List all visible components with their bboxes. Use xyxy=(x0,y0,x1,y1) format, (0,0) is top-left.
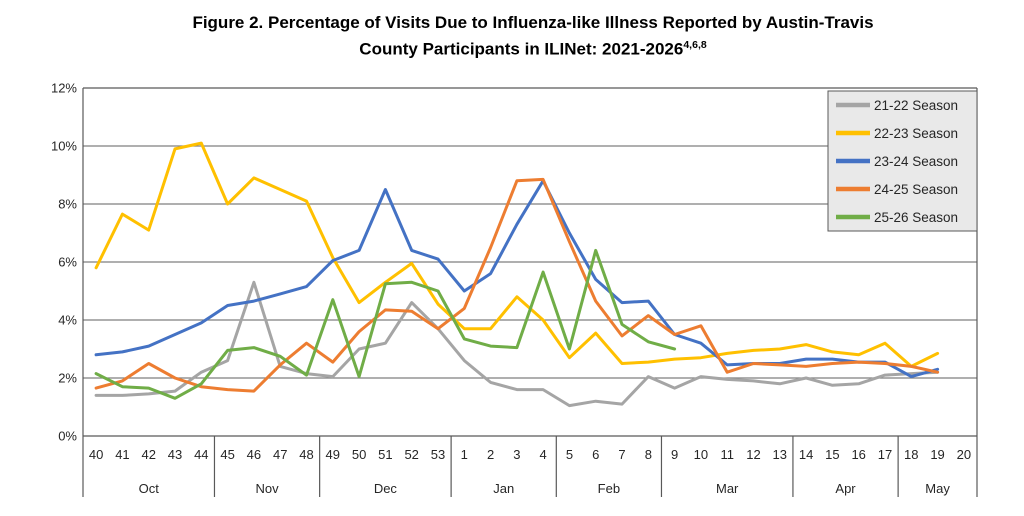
legend-label: 24-25 Season xyxy=(874,182,958,197)
week-label: 20 xyxy=(957,447,971,462)
week-label: 9 xyxy=(671,447,678,462)
month-label: Feb xyxy=(598,481,620,496)
week-label: 1 xyxy=(461,447,468,462)
series-line-22-23-season[interactable] xyxy=(94,141,940,368)
series-line-23-24-season[interactable] xyxy=(94,179,940,379)
month-label: Mar xyxy=(716,481,739,496)
y-axis-tick-label: 10% xyxy=(51,139,77,154)
legend-label: 25-26 Season xyxy=(874,210,958,225)
week-label: 47 xyxy=(273,447,287,462)
week-label: 2 xyxy=(487,447,494,462)
legend-item-21-22-season[interactable]: 21-22 Season xyxy=(836,98,958,113)
week-label: 41 xyxy=(115,447,129,462)
week-label: 44 xyxy=(194,447,208,462)
week-label: 45 xyxy=(220,447,234,462)
week-label: 10 xyxy=(694,447,708,462)
week-label: 17 xyxy=(878,447,892,462)
legend-item-22-23-season[interactable]: 22-23 Season xyxy=(836,126,958,141)
legend-label: 23-24 Season xyxy=(874,154,958,169)
week-label: 40 xyxy=(89,447,103,462)
month-label: Dec xyxy=(374,481,398,496)
chart-title: Figure 2. Percentage of Visits Due to In… xyxy=(0,11,1024,61)
legend-item-23-24-season[interactable]: 23-24 Season xyxy=(836,154,958,169)
y-axis-tick-label: 8% xyxy=(58,197,77,212)
week-label: 48 xyxy=(299,447,313,462)
week-label: 14 xyxy=(799,447,813,462)
month-label: Oct xyxy=(139,481,160,496)
week-label: 16 xyxy=(851,447,865,462)
month-label: May xyxy=(925,481,950,496)
week-label: 4 xyxy=(540,447,547,462)
week-label: 53 xyxy=(431,447,445,462)
series-line-24-25-season[interactable] xyxy=(94,177,940,393)
chart-title-line1: Figure 2. Percentage of Visits Due to In… xyxy=(192,13,874,32)
series-line-21-22-season[interactable] xyxy=(94,280,940,408)
legend-label: 22-23 Season xyxy=(874,126,958,141)
week-label: 51 xyxy=(378,447,392,462)
y-axis-tick-label: 12% xyxy=(51,81,77,96)
y-axis-tick-label: 4% xyxy=(58,313,77,328)
week-label: 42 xyxy=(142,447,156,462)
chart-title-line2: County Participants in ILINet: 2021-2026 xyxy=(359,39,684,59)
month-label: Apr xyxy=(835,481,856,496)
week-label: 43 xyxy=(168,447,182,462)
week-label: 52 xyxy=(404,447,418,462)
week-label: 15 xyxy=(825,447,839,462)
y-axis-tick-label: 2% xyxy=(58,371,77,386)
week-label: 5 xyxy=(566,447,573,462)
month-label: Jan xyxy=(493,481,514,496)
y-axis-tick-label: 0% xyxy=(58,429,77,444)
week-label: 19 xyxy=(930,447,944,462)
week-label: 49 xyxy=(326,447,340,462)
week-label: 6 xyxy=(592,447,599,462)
series-line-25-26-season[interactable] xyxy=(94,248,677,400)
legend-label: 21-22 Season xyxy=(874,98,958,113)
y-axis-tick-label: 6% xyxy=(58,255,77,270)
week-label: 18 xyxy=(904,447,918,462)
legend-item-24-25-season[interactable]: 24-25 Season xyxy=(836,182,958,197)
legend-item-25-26-season[interactable]: 25-26 Season xyxy=(836,210,958,225)
month-label: Nov xyxy=(255,481,279,496)
chart-title-superscript: 4,6,8 xyxy=(683,39,707,51)
week-label: 46 xyxy=(247,447,261,462)
week-label: 8 xyxy=(645,447,652,462)
week-label: 11 xyxy=(720,447,734,462)
week-label: 50 xyxy=(352,447,366,462)
week-label: 13 xyxy=(773,447,787,462)
week-label: 7 xyxy=(618,447,625,462)
week-label: 12 xyxy=(746,447,760,462)
week-label: 3 xyxy=(513,447,520,462)
